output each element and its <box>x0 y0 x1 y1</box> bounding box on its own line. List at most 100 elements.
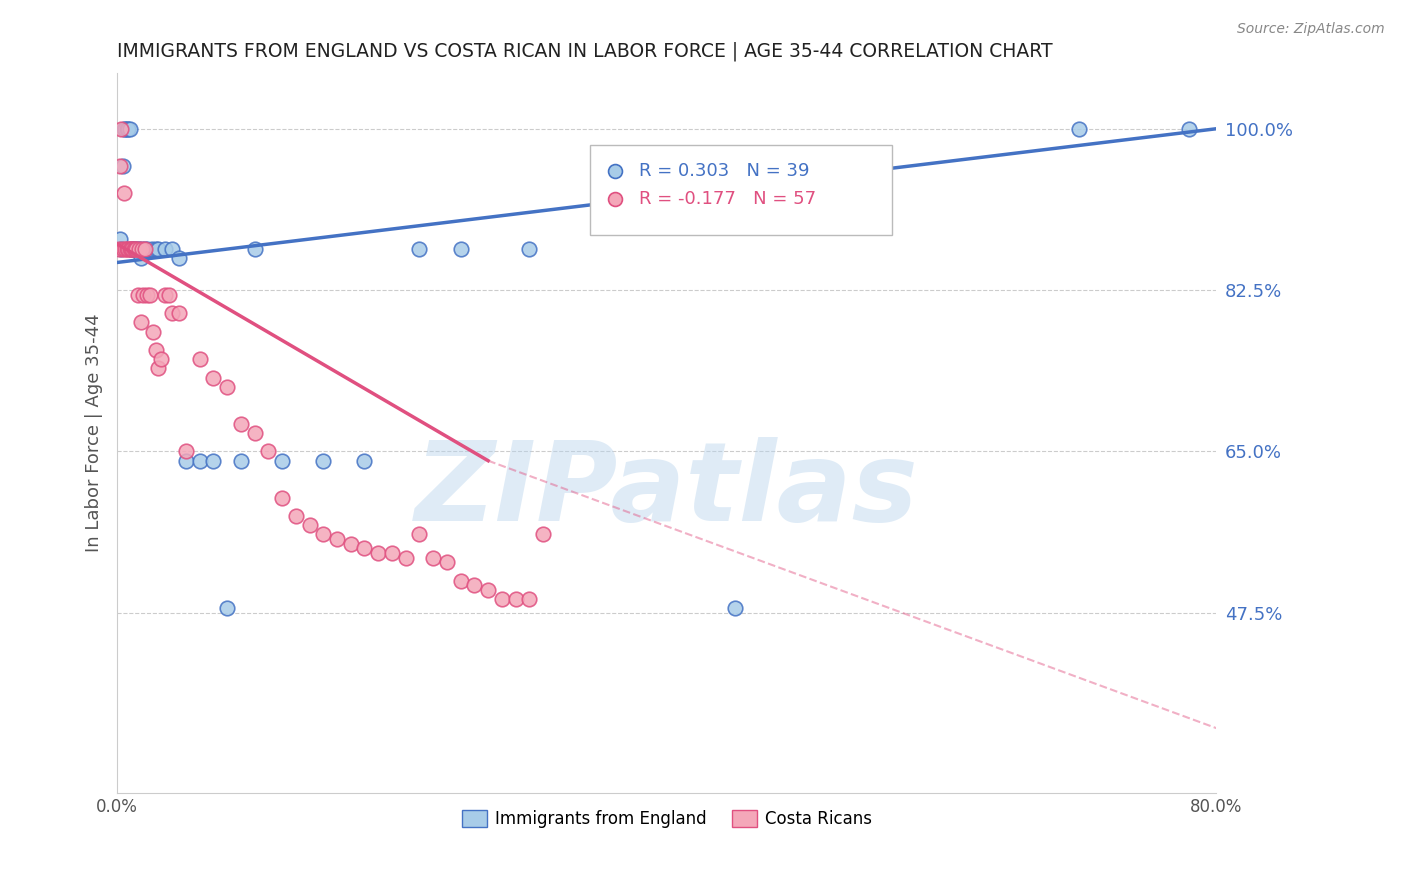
Point <box>408 242 430 256</box>
Point <box>121 242 143 256</box>
Y-axis label: In Labor Force | Age 35-44: In Labor Force | Age 35-44 <box>86 314 103 552</box>
Point <box>155 242 177 256</box>
Point <box>257 444 280 458</box>
Point <box>271 453 294 467</box>
Point <box>150 352 173 367</box>
Point <box>1177 121 1199 136</box>
Point <box>141 242 163 256</box>
Point <box>139 287 162 301</box>
Point <box>107 242 129 256</box>
Point <box>111 159 134 173</box>
Point <box>724 601 747 615</box>
Point <box>243 425 266 440</box>
Point <box>160 242 183 256</box>
FancyBboxPatch shape <box>589 145 891 235</box>
Point <box>120 242 142 256</box>
Point <box>117 121 139 136</box>
Point <box>217 380 239 394</box>
Point <box>395 550 418 565</box>
Point <box>115 242 138 256</box>
Point <box>124 242 146 256</box>
Point <box>108 159 131 173</box>
Text: R = 0.303   N = 39: R = 0.303 N = 39 <box>640 161 810 179</box>
Point <box>157 287 180 301</box>
Point <box>122 242 145 256</box>
Point <box>129 251 152 265</box>
Point <box>108 232 131 246</box>
Point <box>118 121 141 136</box>
Point <box>408 527 430 541</box>
Point <box>136 287 159 301</box>
Point <box>155 287 177 301</box>
Point <box>312 527 335 541</box>
Point <box>129 315 152 329</box>
Point <box>298 518 321 533</box>
Point <box>125 242 148 256</box>
Point <box>202 370 225 384</box>
Point <box>491 592 513 607</box>
Point <box>517 592 540 607</box>
Point <box>118 242 141 256</box>
Point <box>463 578 485 592</box>
Point <box>110 121 132 136</box>
Point <box>128 242 150 256</box>
Point <box>271 491 294 505</box>
Point <box>188 352 211 367</box>
Point <box>505 592 527 607</box>
Point <box>367 546 389 560</box>
Point <box>127 287 149 301</box>
Point <box>450 242 472 256</box>
Point <box>121 242 143 256</box>
Point <box>127 242 149 256</box>
Point <box>477 582 499 597</box>
Point <box>124 242 146 256</box>
Point <box>148 242 170 256</box>
Point <box>450 574 472 588</box>
Point <box>114 121 136 136</box>
Point <box>436 555 458 569</box>
Text: Source: ZipAtlas.com: Source: ZipAtlas.com <box>1237 22 1385 37</box>
Text: ZIPatlas: ZIPatlas <box>415 437 918 544</box>
Point <box>131 242 153 256</box>
Point <box>145 343 167 357</box>
Point <box>422 550 444 565</box>
Point <box>145 242 167 256</box>
Point <box>188 453 211 467</box>
Text: IMMIGRANTS FROM ENGLAND VS COSTA RICAN IN LABOR FORCE | AGE 35-44 CORRELATION CH: IMMIGRANTS FROM ENGLAND VS COSTA RICAN I… <box>117 42 1053 62</box>
Point <box>110 242 132 256</box>
Point <box>353 453 375 467</box>
Point <box>229 453 252 467</box>
Point <box>229 417 252 431</box>
Point <box>353 541 375 556</box>
Point <box>312 453 335 467</box>
Point <box>114 242 136 256</box>
Point <box>1067 121 1090 136</box>
Point <box>167 251 190 265</box>
Point <box>134 242 156 256</box>
Point <box>167 306 190 320</box>
Point <box>174 453 197 467</box>
Point <box>122 242 145 256</box>
Point <box>202 453 225 467</box>
Point <box>120 242 142 256</box>
Point <box>112 121 135 136</box>
Point <box>339 537 361 551</box>
Point <box>117 242 139 256</box>
Point <box>217 601 239 615</box>
Point <box>174 444 197 458</box>
Point <box>112 186 135 201</box>
Point <box>148 361 170 376</box>
Point <box>284 509 307 524</box>
Point <box>381 546 404 560</box>
Point <box>326 532 349 546</box>
Point <box>531 527 554 541</box>
Point <box>131 242 153 256</box>
Point <box>128 242 150 256</box>
Point <box>142 325 165 339</box>
Point <box>115 121 138 136</box>
Point <box>134 242 156 256</box>
Point <box>136 242 159 256</box>
Point <box>517 242 540 256</box>
Legend: Immigrants from England, Costa Ricans: Immigrants from England, Costa Ricans <box>456 803 879 835</box>
Point <box>132 287 155 301</box>
